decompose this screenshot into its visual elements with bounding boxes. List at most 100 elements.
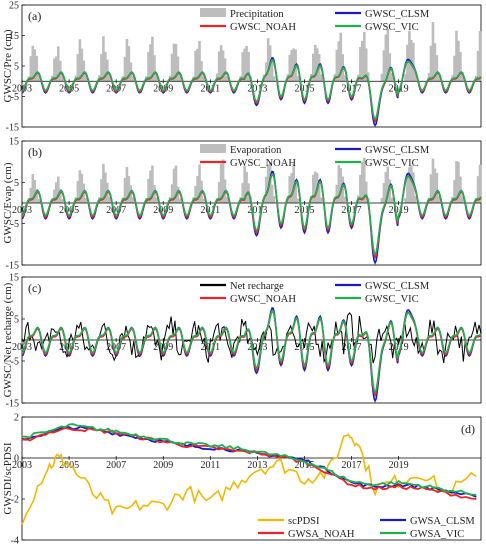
series-gwsa-vic xyxy=(22,423,477,496)
bar xyxy=(390,72,394,82)
y-tick-label: -5 xyxy=(11,357,19,368)
bar xyxy=(266,164,270,203)
bar xyxy=(104,172,107,203)
bar xyxy=(382,183,386,203)
bar xyxy=(219,45,223,82)
bar xyxy=(100,54,103,82)
bar xyxy=(478,164,482,203)
y-tick-label: -5 xyxy=(11,92,19,103)
bar xyxy=(243,166,246,203)
bar xyxy=(219,163,223,203)
x-tick-label: 2011 xyxy=(200,83,220,94)
legend-label: GWSC_VIC xyxy=(365,294,419,305)
bar xyxy=(151,36,154,82)
bar xyxy=(459,176,462,203)
bar xyxy=(176,56,180,82)
bar xyxy=(296,76,299,82)
bar xyxy=(60,75,64,82)
bar xyxy=(404,74,407,82)
bar xyxy=(408,30,411,82)
bar xyxy=(313,44,317,82)
bar xyxy=(33,49,37,82)
bar xyxy=(29,187,33,203)
bar xyxy=(55,182,58,203)
bar xyxy=(178,73,182,82)
bar xyxy=(37,75,40,82)
series-gwsc-vic xyxy=(21,309,482,394)
bar xyxy=(319,197,323,203)
legend-label: GWSA_NOAH xyxy=(288,529,355,540)
bar xyxy=(339,32,343,82)
x-tick-label: 2005 xyxy=(59,205,79,216)
bar xyxy=(107,196,111,203)
bar xyxy=(147,178,150,203)
legend-label: Evaporation xyxy=(230,145,282,156)
legend-label: GWSA_CLSM xyxy=(410,516,475,527)
panel-label: (b) xyxy=(28,145,42,159)
y-tick-label: 15 xyxy=(9,137,19,148)
legend-label: GWSC_CLSM xyxy=(365,9,430,20)
bar xyxy=(459,51,462,82)
bar xyxy=(225,76,229,82)
x-tick-label: 2017 xyxy=(342,83,362,94)
x-tick-label: 2003 xyxy=(12,460,32,471)
bar xyxy=(335,49,339,82)
bar xyxy=(225,197,229,203)
legend: Precipitation GWSC_CLSM GWSC_NOAH GWSC_VIC xyxy=(200,8,430,33)
bar xyxy=(35,55,39,82)
bar xyxy=(264,62,268,82)
bar xyxy=(412,42,415,82)
bar xyxy=(223,58,227,82)
bar xyxy=(437,75,441,82)
legend: scPDSI GWSA_CLSM GWSA_NOAH GWSA_VIC xyxy=(258,516,475,540)
legend-label: Precipitation xyxy=(230,9,284,20)
x-tick-label: 2013 xyxy=(247,460,267,471)
bar xyxy=(80,48,84,82)
x-tick-label: 2009 xyxy=(153,460,173,471)
y-tick-label: 0 xyxy=(14,454,19,465)
legend-label: scPDSI xyxy=(288,516,320,527)
y-tick-label: -2 xyxy=(11,495,19,506)
bar xyxy=(315,48,319,82)
bar xyxy=(33,179,37,203)
x-tick-label: 2019 xyxy=(389,205,409,216)
bar xyxy=(364,181,368,203)
plot-frame xyxy=(21,416,482,541)
bar xyxy=(84,74,88,82)
bar xyxy=(435,55,439,82)
y-axis-label: GWSC/Pre (cm) xyxy=(2,29,14,102)
bar xyxy=(198,164,201,203)
legend-label: GWSC_VIC xyxy=(365,158,419,169)
bar xyxy=(55,56,58,82)
bar xyxy=(313,171,317,203)
bar xyxy=(380,73,384,82)
legend-swatch xyxy=(200,8,226,17)
bar xyxy=(100,179,103,203)
y-tick-label: -15 xyxy=(6,399,19,410)
x-tick-label: 2009 xyxy=(153,83,173,94)
x-tick-label: 2003 xyxy=(12,342,32,353)
bar xyxy=(406,174,409,203)
bar xyxy=(262,197,266,203)
bar xyxy=(172,168,176,203)
bar xyxy=(58,60,62,82)
bar xyxy=(380,197,384,203)
bar xyxy=(149,170,152,203)
bar xyxy=(335,184,339,203)
bar xyxy=(129,185,133,203)
bar xyxy=(361,161,364,203)
bar xyxy=(78,170,82,203)
bar xyxy=(82,60,86,82)
bar xyxy=(153,55,156,82)
bar xyxy=(31,174,35,203)
bar xyxy=(196,176,199,203)
bar xyxy=(78,39,82,82)
bar xyxy=(31,45,35,82)
x-tick-label: 2015 xyxy=(294,460,314,471)
bar xyxy=(107,75,111,82)
bar xyxy=(76,180,80,203)
y-tick-label: 5 xyxy=(14,178,19,189)
x-tick-label: 2009 xyxy=(153,205,173,216)
bar xyxy=(221,50,225,82)
